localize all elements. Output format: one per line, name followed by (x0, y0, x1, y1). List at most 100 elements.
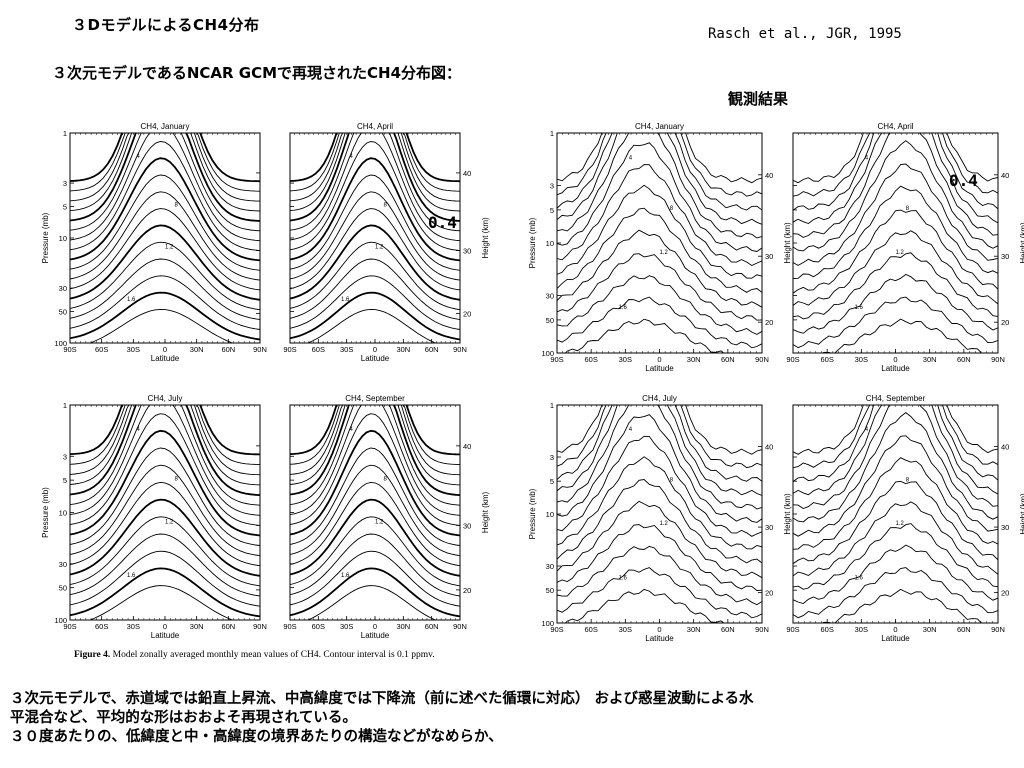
contour-label: 1.2 (375, 519, 384, 525)
contour-line (70, 133, 260, 222)
x-tick-label: 90N (453, 345, 467, 354)
y-tick-label: 50 (59, 307, 67, 316)
x-tick-label: 90S (550, 355, 563, 364)
y-tick-label: 5 (63, 202, 67, 211)
contour-label: 1.6 (127, 573, 136, 579)
contour-label: 1.6 (619, 575, 628, 581)
contour-line (793, 567, 998, 619)
contour-line (70, 567, 260, 618)
y2-tick-label: 40 (1001, 171, 1009, 180)
contour-line (290, 533, 460, 597)
contour-line (557, 567, 762, 619)
contour-line (70, 405, 260, 486)
contour-line (793, 412, 998, 523)
contour-line (557, 184, 762, 279)
contour-line (793, 230, 998, 306)
contour-line (70, 241, 260, 311)
y-tick-label: 1 (550, 129, 554, 138)
observed-panel-0: CH4, January 4 8 1.2 1.6 90S 60S 30S 0 30N 60N 90N L… (528, 122, 792, 373)
x-tick-label: 0 (163, 622, 167, 631)
contour-line (70, 550, 260, 607)
caption-text: Model zonally averaged monthly mean valu… (112, 650, 435, 660)
x-tick-label: 30S (619, 355, 632, 364)
contour-line (557, 545, 762, 606)
contour-label: 1.2 (896, 250, 905, 256)
contour-label: 1.2 (165, 245, 174, 251)
x-tick-label: 60N (425, 345, 439, 354)
x-tick-label: 60N (721, 355, 735, 364)
y-tick-label: 5 (550, 477, 554, 486)
x-tick-label: 90N (755, 355, 769, 364)
slide-subtitle: ３次元モデルであるNCAR GCMで再現されたCH4分布図： (52, 64, 462, 82)
x-tick-label: 30N (190, 345, 204, 354)
contour-line (793, 185, 998, 280)
panel-title: CH4, January (141, 122, 190, 131)
x-tick-label: 90S (550, 625, 563, 634)
contour-line (557, 405, 762, 469)
y-axis-label: Pressure (mb) (41, 212, 50, 263)
contour-line (793, 163, 998, 266)
contour-label: 1.2 (660, 521, 669, 527)
contour-line (290, 133, 460, 222)
contour-line (290, 141, 460, 252)
y-tick-label: 3 (550, 453, 554, 462)
y2-tick-label: 30 (765, 523, 773, 532)
contour-label: 1.6 (127, 297, 136, 303)
x-tick-label: 60S (95, 345, 108, 354)
contour-line (290, 224, 460, 301)
y-tick-label: 3 (63, 179, 67, 188)
contour-line (290, 405, 460, 506)
observed-panel-2: CH4, July 4 8 1.2 1.6 90S 60S 30S 0 30N 60N 90N Lati… (528, 394, 792, 643)
contour-line (290, 405, 460, 466)
x-tick-label: 30S (855, 625, 868, 634)
contour-line (557, 405, 762, 510)
contour-line (290, 516, 460, 587)
contour-lines (557, 405, 762, 623)
x-axis-label: Latitude (151, 354, 180, 363)
y2-axis-label: Height (km) (481, 217, 490, 259)
contour-line (70, 133, 260, 242)
bottom-text-line-1: ３次元モデルで、赤道域では鉛直上昇流、中高緯度では下降流（前に述べた循環に対応）… (10, 691, 754, 707)
contour-line (793, 140, 998, 252)
y2-tick-label: 40 (765, 171, 773, 180)
contour-line (290, 133, 460, 202)
panel-title: CH4, September (866, 394, 926, 403)
y-tick-label: 100 (541, 619, 554, 628)
contour-label: 8 (906, 206, 910, 212)
y2-tick-label: 30 (765, 252, 773, 261)
x-tick-label: 60N (721, 625, 735, 634)
contour-lines (290, 133, 460, 343)
contour-line (290, 191, 460, 281)
contour-line (70, 447, 260, 546)
x-tick-label: 60S (820, 625, 833, 634)
contour-line (290, 464, 460, 557)
x-tick-label: 30S (619, 625, 632, 634)
contour-line (793, 252, 998, 320)
contour-line (70, 141, 260, 252)
y2-axis-label: Height (km) (783, 493, 792, 535)
y2-tick-label: 20 (1001, 588, 1009, 597)
slide-title: ３DモデルによるCH4分布 (72, 16, 260, 34)
contour-line (557, 133, 762, 197)
contour-label: 1.2 (660, 250, 669, 256)
panel-title: CH4, July (642, 394, 677, 403)
contour-line (290, 157, 460, 262)
contour-line (793, 405, 998, 510)
contour-line (793, 133, 998, 197)
contour-lines (793, 405, 998, 623)
contour-label: 8 (175, 476, 179, 482)
y2-tick-label: 30 (1001, 252, 1009, 261)
contour-line (793, 273, 998, 334)
contour-line (70, 429, 260, 537)
x-tick-label: 90N (755, 625, 769, 634)
contour-line (70, 224, 260, 301)
y-tick-label: 1 (63, 401, 67, 410)
y2-tick-label: 40 (765, 442, 773, 451)
x-tick-label: 30S (855, 355, 868, 364)
overlay-label-model: 0.4 (428, 213, 457, 232)
contour-line (557, 133, 762, 225)
contour-line (557, 456, 762, 550)
bottom-text-line-3: ３０度あたりの、低緯度と中・高緯度の境界あたりの構造などがなめらか、 (10, 729, 503, 745)
contour-line (793, 296, 998, 349)
contour-line (70, 464, 260, 557)
